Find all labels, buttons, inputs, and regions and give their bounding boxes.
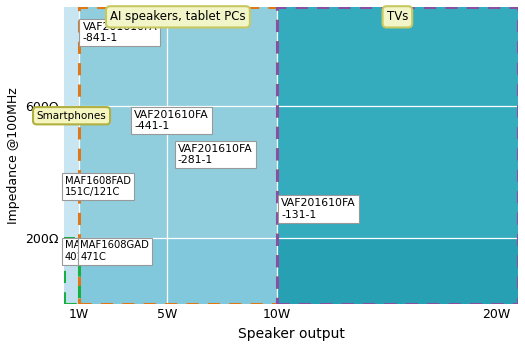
Text: Smartphones: Smartphones xyxy=(37,111,107,121)
Bar xyxy=(167,238,277,304)
Bar xyxy=(277,106,518,238)
Bar xyxy=(277,7,518,304)
Bar xyxy=(64,7,79,106)
Bar xyxy=(79,7,277,304)
Bar xyxy=(79,238,167,304)
Text: TVs: TVs xyxy=(387,10,408,23)
Bar xyxy=(79,7,167,106)
X-axis label: Speaker output: Speaker output xyxy=(237,327,344,341)
Bar xyxy=(277,238,518,304)
Bar xyxy=(167,106,277,238)
Bar xyxy=(167,7,277,106)
Text: VAF201610FA
-131-1: VAF201610FA -131-1 xyxy=(281,198,356,220)
Text: MAF1005GAD
401D/251D: MAF1005GAD 401D/251D xyxy=(65,240,134,262)
Text: AI speakers, tablet PCs: AI speakers, tablet PCs xyxy=(110,10,246,23)
Text: VAF201610FA
-841-1: VAF201610FA -841-1 xyxy=(82,22,158,44)
Bar xyxy=(79,106,167,238)
Bar xyxy=(64,238,79,304)
Text: VAF201610FA
-441-1: VAF201610FA -441-1 xyxy=(134,110,209,132)
Text: MAF1608GAD
471C: MAF1608GAD 471C xyxy=(80,240,149,262)
Bar xyxy=(64,238,79,304)
Bar xyxy=(277,7,518,106)
Y-axis label: Impedance @100MHz: Impedance @100MHz xyxy=(7,87,20,224)
Bar xyxy=(64,106,79,238)
Text: MAF1608FAD
151C/121C: MAF1608FAD 151C/121C xyxy=(65,176,131,197)
Text: VAF201610FA
-281-1: VAF201610FA -281-1 xyxy=(178,144,253,165)
